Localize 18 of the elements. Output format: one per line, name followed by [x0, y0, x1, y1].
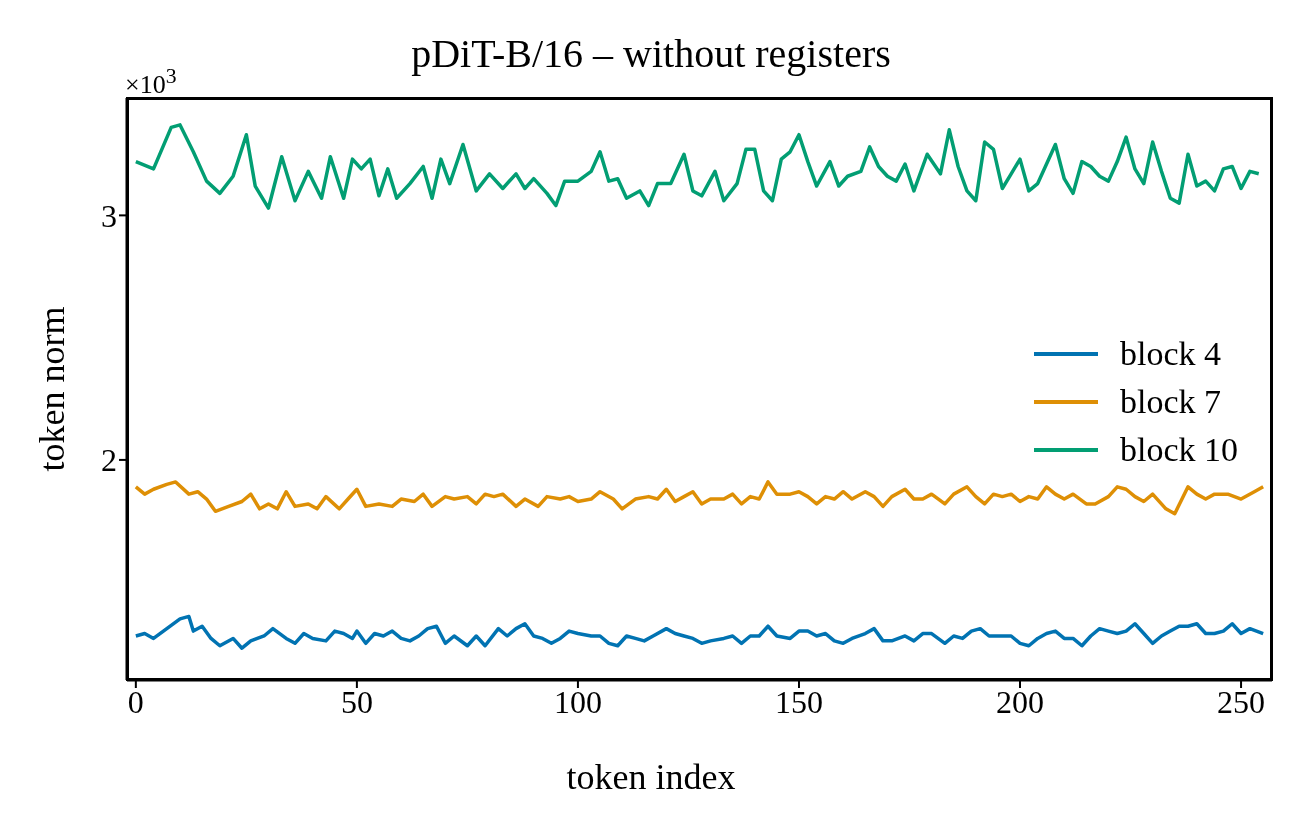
x-axis-title: token index: [565, 756, 737, 798]
legend-label: block 4: [1119, 335, 1221, 373]
x-tick-label: 150: [774, 683, 823, 720]
legend-label: block 10: [1119, 431, 1238, 469]
line-series: [134, 614, 1265, 650]
annotation: ×10$^{3}$: [125, 64, 177, 100]
x-tick-label: 250: [1217, 683, 1266, 720]
x-tick-label: 200: [996, 683, 1045, 720]
x-tick-label: 0: [127, 683, 144, 720]
line-series: [134, 123, 1261, 210]
chart-title: pDiT-B/16 – without registers: [411, 31, 891, 76]
y-tick-label: 3: [101, 197, 117, 234]
x-tick-label: 100: [553, 683, 602, 720]
legend-label: block 7: [1119, 383, 1221, 421]
line-series: [134, 480, 1265, 516]
y-axis-title: token norm: [31, 306, 73, 472]
y-tick-label: 2: [101, 442, 117, 479]
x-tick-label: 50: [340, 683, 373, 720]
